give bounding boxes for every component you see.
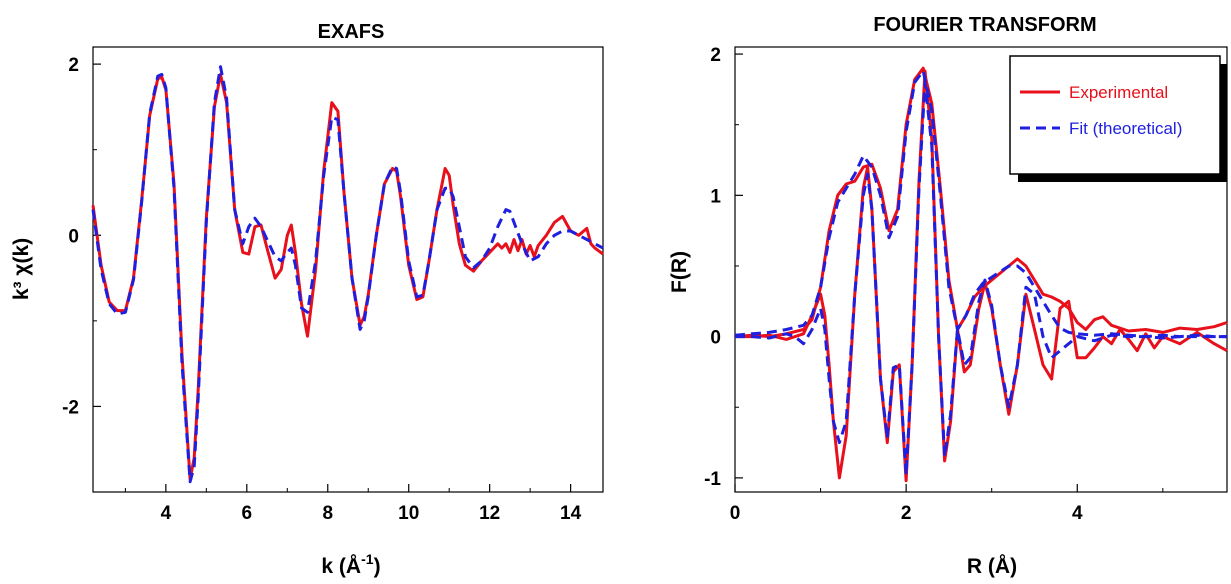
exafs-xtick-label: 14: [560, 503, 582, 524]
exafs-lines: [91, 65, 604, 484]
exafs-panel: EXAFS 4 6 8 10 12 14 -2 0 2 k (Å-1) k³ χ(k): [10, 21, 604, 578]
ft-title: FOURIER TRANSFORM: [873, 14, 1096, 36]
ft-series-experimental-magnitude-line: [734, 66, 1228, 339]
ft-series-fit-magnitude-line: [734, 69, 1227, 339]
ft-plot-frame: [734, 46, 1228, 493]
ft-ylabel: F(R): [668, 251, 691, 293]
exafs-xtick-label: 12: [479, 503, 500, 524]
exafs-ylabel: k³ χ(k): [10, 238, 33, 300]
ft-xlabel: R (Å): [967, 554, 1017, 578]
ft-ytick-label: 2: [710, 45, 721, 66]
ft-ytick-label: 0: [710, 328, 721, 349]
exafs-plot-frame: [92, 46, 604, 493]
exafs-xtick-label: 6: [242, 503, 253, 524]
exafs-ticks: 4 6 8 10 12 14 -2 0 2: [62, 55, 582, 524]
ft-xtick-label: 4: [1072, 503, 1083, 524]
ft-ticks: 0 2 4 -1 0 1 2: [704, 45, 1164, 524]
ft-series-fit-imaginary-line: [735, 80, 1227, 477]
exafs-title: EXAFS: [318, 21, 385, 43]
ft-legend: Experimental Fit (theoretical): [1009, 55, 1227, 182]
legend-fit-label: Fit (theoretical): [1069, 119, 1182, 138]
ft-panel: FOURIER TRANSFORM 0 2 4 -1 0 1 2 R (Å) F(R) Ex…: [668, 14, 1228, 578]
ft-xtick-label: 2: [901, 503, 912, 524]
ft-ytick-label: 1: [710, 186, 721, 207]
exafs-xlabel: k (Å-1): [321, 551, 380, 578]
exafs-xlabel-end: ): [374, 555, 381, 578]
exafs-xtick-label: 10: [398, 503, 419, 524]
exafs-ytick-label: -2: [62, 397, 79, 418]
legend-box: [1009, 55, 1221, 175]
exafs-series-fit-line: [91, 65, 604, 484]
exafs-xtick-label: 8: [322, 503, 333, 524]
ft-ytick-label: -1: [704, 469, 721, 490]
legend-experimental-label: Experimental: [1069, 83, 1168, 102]
exafs-ytick-label: 0: [68, 226, 79, 247]
exafs-xlabel-sup: -1: [361, 551, 374, 567]
exafs-xlabel-main: k (Å: [321, 554, 361, 578]
ft-lines: [734, 66, 1228, 483]
exafs-ytick-label: 2: [68, 55, 79, 76]
ft-xtick-label: 0: [730, 503, 741, 524]
exafs-xtick-label: 4: [161, 503, 172, 524]
